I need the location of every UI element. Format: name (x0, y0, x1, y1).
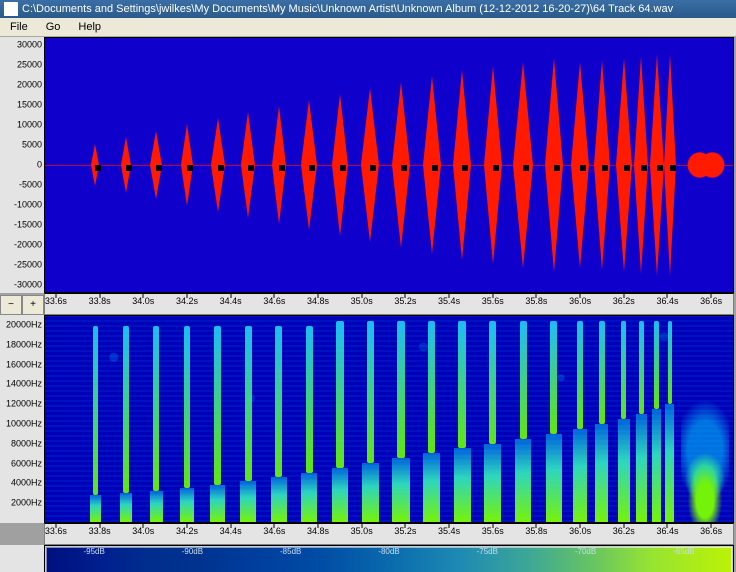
time-tick: 34.0s (132, 526, 154, 536)
time-tick: 35.4s (438, 526, 460, 536)
time-tick: 33.6s (45, 526, 67, 536)
waveform-ytick: 10000 (17, 121, 42, 130)
time-tick: 35.6s (482, 296, 504, 306)
time-tick: 34.4s (220, 526, 242, 536)
time-tick: 34.8s (307, 526, 329, 536)
waveform-ytick: -5000 (19, 181, 42, 190)
menubar: File Go Help (0, 18, 736, 37)
waveform-ytick: -10000 (14, 201, 42, 210)
spectrogram-plot[interactable] (44, 315, 734, 523)
time-tick: 36.4s (656, 296, 678, 306)
menu-go[interactable]: Go (38, 19, 69, 35)
time-tick: 36.2s (613, 296, 635, 306)
time-tick: 34.0s (132, 296, 154, 306)
waveform-ytick: -25000 (14, 261, 42, 270)
time-tick: 33.6s (45, 296, 67, 306)
overview-selection[interactable] (45, 546, 733, 572)
time-tick: 34.8s (307, 296, 329, 306)
time-tick: 35.6s (482, 526, 504, 536)
time-tick: 35.4s (438, 296, 460, 306)
time-tick: 36.6s (700, 526, 722, 536)
waveform-ytick: 5000 (22, 141, 42, 150)
spectrogram-ytick: 10000Hz (6, 419, 42, 428)
waveform-ytick: -20000 (14, 241, 42, 250)
time-tick: 33.8s (89, 526, 111, 536)
waveform-ytick: 30000 (17, 41, 42, 50)
waveform-ytick: -30000 (14, 281, 42, 290)
time-tick: 36.0s (569, 526, 591, 536)
window-title: C:\Documents and Settings\jwilkes\My Doc… (22, 3, 673, 15)
time-tick: 36.2s (613, 526, 635, 536)
waveform-zoom-controls: − + (0, 295, 44, 315)
spectrogram-ytick: 16000Hz (6, 360, 42, 369)
time-tick: 34.6s (263, 526, 285, 536)
time-tick: 35.8s (525, 526, 547, 536)
waveform-plot[interactable] (44, 37, 734, 293)
menu-file[interactable]: File (2, 19, 36, 35)
spectrogram-panel: 2000Hz 4000Hz 6000Hz 8000Hz 10000Hz 12000Hz 14… (0, 315, 736, 545)
app-icon (4, 2, 18, 16)
spectrogram-ytick: 2000Hz (11, 499, 42, 508)
spectrogram-ytick: 4000Hz (11, 479, 42, 488)
time-tick: 35.0s (351, 296, 373, 306)
spectrogram-ytick: 8000Hz (11, 439, 42, 448)
time-tick: 35.0s (351, 526, 373, 536)
zoom-in-button[interactable]: + (22, 295, 44, 315)
spectrogram-ytick: 12000Hz (6, 400, 42, 409)
time-tick: 34.6s (263, 296, 285, 306)
waveform-panel: -30000 -25000 -20000 -15000 -10000 -5000 0 5000… (0, 37, 736, 315)
time-tick: 34.2s (176, 296, 198, 306)
spectrogram-coda (681, 378, 729, 522)
waveform-yaxis: -30000 -25000 -20000 -15000 -10000 -5000 0 5000… (0, 37, 45, 293)
waveform-ytick: 15000 (17, 101, 42, 110)
spectrogram-time-ruler[interactable]: 33.6s 33.8s 34.0s 34.2s 34.4s 34.6s 34.8s 35.0s… (44, 523, 734, 545)
time-tick: 36.0s (569, 296, 591, 306)
spectrogram-ytick: 6000Hz (11, 459, 42, 468)
menu-help[interactable]: Help (70, 19, 109, 35)
waveform-ytick: -15000 (14, 221, 42, 230)
spectrogram-ytick: 20000Hz (6, 320, 42, 329)
waveform-ytick: 0 (37, 161, 42, 170)
waveform-coda (685, 143, 727, 187)
time-tick: 34.4s (220, 296, 242, 306)
time-tick: 36.6s (700, 296, 722, 306)
time-tick: 34.2s (176, 526, 198, 536)
waveform-ytick: 25000 (17, 61, 42, 70)
overview-yaxis (0, 545, 45, 572)
titlebar[interactable]: C:\Documents and Settings\jwilkes\My Doc… (0, 0, 736, 18)
time-tick: 35.2s (394, 296, 416, 306)
time-tick: 33.8s (89, 296, 111, 306)
spectrogram-noise-layer (45, 316, 733, 522)
overview-plot[interactable]: -95dB-90dB-85dB-80dB-75dB-70dB-65dB (44, 545, 734, 572)
overview-panel: -95dB-90dB-85dB-80dB-75dB-70dB-65dB (0, 545, 736, 572)
time-tick: 36.4s (656, 526, 678, 536)
time-tick: 35.2s (394, 526, 416, 536)
spectrogram-ytick: 14000Hz (6, 380, 42, 389)
client-area: -30000 -25000 -20000 -15000 -10000 -5000 0 5000… (0, 37, 736, 572)
spectrogram-ytick: 18000Hz (6, 340, 42, 349)
zoom-out-button[interactable]: − (0, 295, 22, 315)
waveform-ytick: 20000 (17, 81, 42, 90)
waveform-time-ruler[interactable]: 33.6s 33.8s 34.0s 34.2s 34.4s 34.6s 34.8s 35.0s… (44, 293, 734, 315)
spectrogram-yaxis: 2000Hz 4000Hz 6000Hz 8000Hz 10000Hz 12000Hz 14… (0, 315, 45, 523)
time-tick: 35.8s (525, 296, 547, 306)
